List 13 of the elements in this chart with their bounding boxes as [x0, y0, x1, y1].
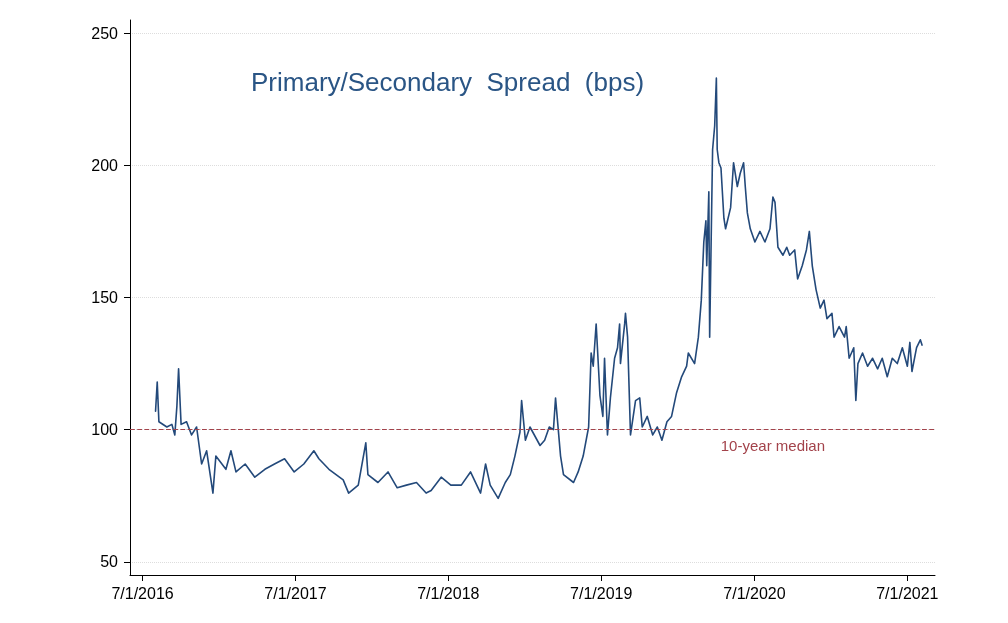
- x-tick-label: 7/1/2017: [264, 584, 327, 602]
- y-tick-label: 150: [91, 289, 119, 306]
- y-tick-label: 250: [91, 24, 119, 42]
- y-tick-label: 50: [100, 553, 119, 571]
- x-tick-label: 7/1/2020: [723, 584, 786, 602]
- x-tick-label: 7/1/2018: [417, 584, 480, 602]
- text: Primary/Secondary Spread (bps): [251, 67, 645, 97]
- x-tick-label: 7/1/2019: [570, 584, 633, 602]
- x-tick-label: 7/1/2016: [111, 584, 174, 602]
- y-tick-label: 100: [91, 421, 119, 439]
- y-tick-label: 200: [91, 156, 119, 174]
- x-tick-label: 7/1/2021: [876, 584, 939, 602]
- ref-line-label: 10-year median: [720, 436, 825, 454]
